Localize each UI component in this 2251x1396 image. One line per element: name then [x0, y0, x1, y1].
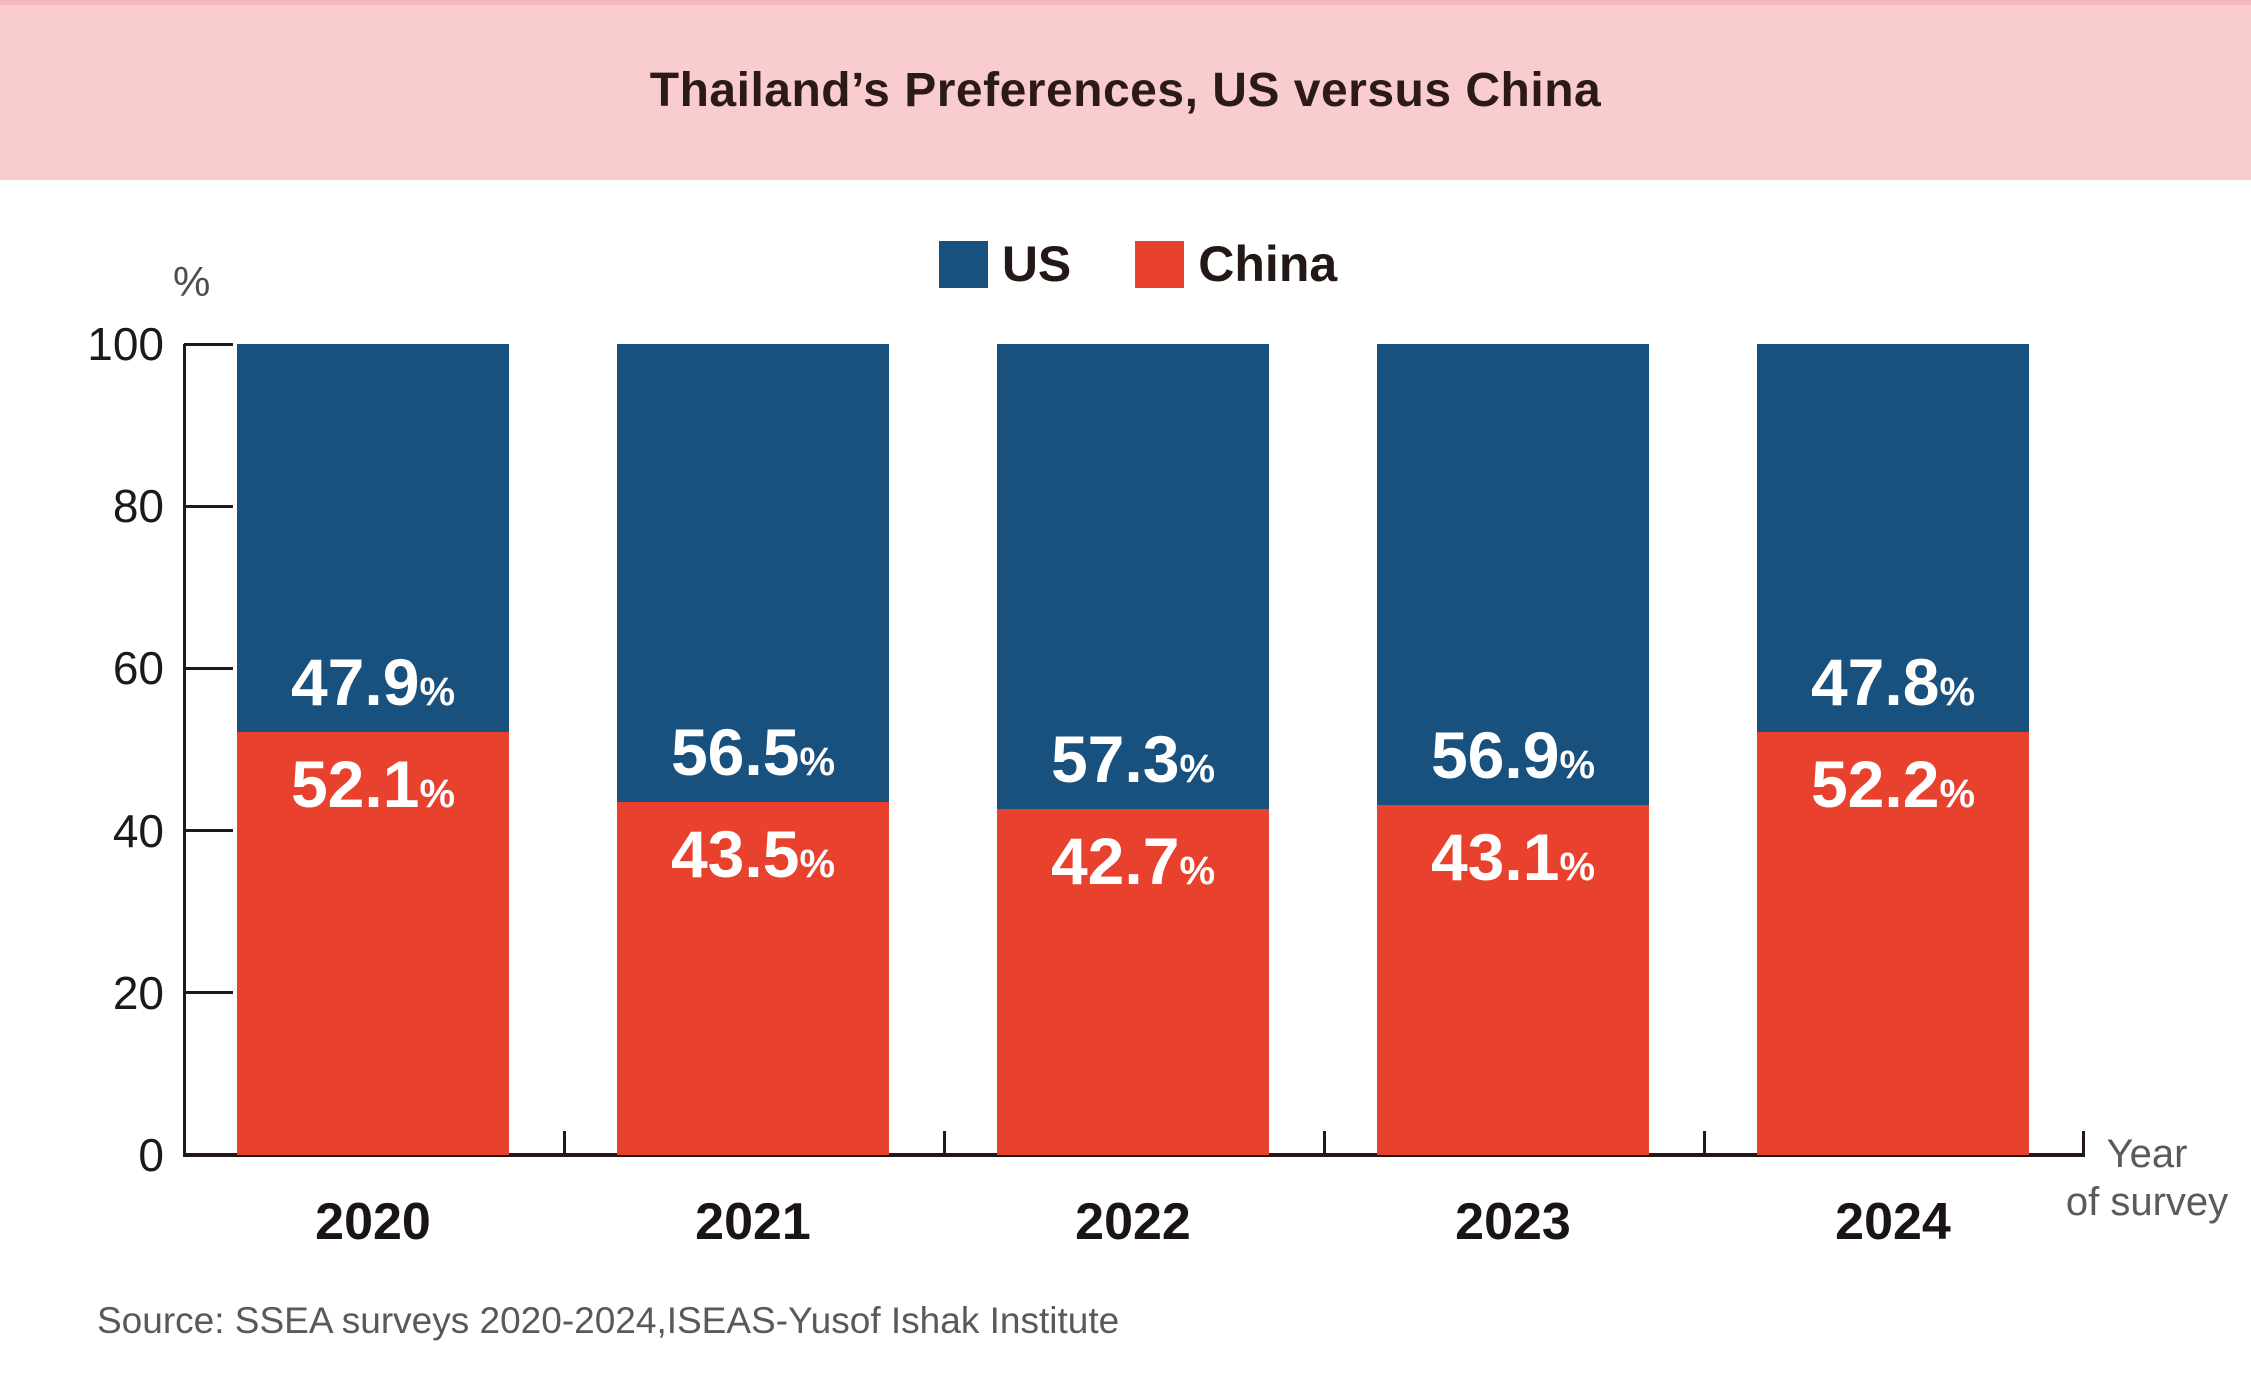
value-label-us-2023: 56.9%	[1430, 718, 1596, 793]
x-axis-line	[183, 1153, 2085, 1157]
legend-item-us: US	[938, 235, 1072, 293]
x-tick-label-2021: 2021	[695, 1193, 811, 1251]
us-legend-swatch-icon	[938, 240, 988, 288]
y-tick-mark-60	[184, 666, 233, 670]
bar-segment-us-2020	[237, 344, 509, 733]
bar-segment-china-2020	[237, 732, 509, 1155]
y-tick-label-0: 0	[138, 1129, 164, 1181]
y-axis-unit-label: %	[173, 258, 211, 305]
chart-title: Thailand’s Preferences, US versus China	[649, 63, 1602, 117]
source-note: Source: SSEA surveys 2020-2024,ISEAS-Yus…	[97, 1300, 1120, 1341]
x-axis-tick-2	[943, 1131, 946, 1155]
us-legend-label: US	[1001, 236, 1072, 292]
value-label-china-2020: 52.1%	[290, 747, 456, 822]
y-tick-label-100: 100	[87, 318, 164, 370]
bar-segment-china-2022	[997, 808, 1269, 1155]
value-label-us-2020: 47.9%	[290, 645, 456, 720]
china-legend-swatch-icon	[1135, 240, 1185, 288]
y-tick-mark-40	[184, 829, 233, 833]
x-axis-tick-3	[1323, 1131, 1326, 1155]
x-axis-title-line2: of survey	[2065, 1180, 2229, 1224]
china-legend-label: China	[1198, 236, 1338, 292]
value-label-china-2022: 42.7%	[1050, 823, 1216, 898]
title-banner: Thailand’s Preferences, US versus China	[0, 0, 2251, 180]
y-tick-label-60: 60	[112, 642, 164, 695]
value-label-china-2021: 43.5%	[670, 817, 836, 892]
y-tick-label-40: 40	[112, 804, 164, 857]
legend-item-china: China	[1135, 235, 1337, 293]
y-tick-label-20: 20	[112, 966, 164, 1019]
bar-segment-us-2022	[997, 344, 1269, 809]
y-tick-mark-100	[184, 342, 233, 346]
value-label-us-2022: 57.3%	[1050, 721, 1216, 796]
x-axis-title: Year of survey	[2042, 1130, 2251, 1226]
bar-segment-us-2021	[617, 344, 889, 803]
banner-top-edge	[0, 0, 2251, 5]
y-tick-label-80: 80	[112, 480, 164, 533]
x-tick-label-2023: 2023	[1455, 1193, 1571, 1251]
y-tick-mark-80	[184, 504, 233, 508]
value-label-us-2021: 56.5%	[670, 715, 836, 790]
x-axis-tick-4	[1703, 1131, 1706, 1155]
legend: US China	[0, 236, 2251, 292]
bar-segment-china-2024	[1757, 731, 2029, 1155]
x-axis-tick-1	[563, 1131, 566, 1155]
bar-segment-china-2023	[1377, 805, 1649, 1155]
bar-segment-china-2021	[617, 802, 889, 1155]
x-tick-label-2022: 2022	[1075, 1193, 1191, 1251]
value-label-china-2024: 52.2%	[1810, 746, 1976, 821]
bar-segment-us-2023	[1377, 344, 1649, 806]
x-tick-label-2020: 2020	[315, 1193, 431, 1251]
bar-segment-us-2024	[1757, 344, 2029, 732]
y-axis-line	[183, 344, 186, 1157]
value-label-us-2024: 47.8%	[1810, 644, 1976, 719]
x-tick-label-2024: 2024	[1835, 1193, 1951, 1251]
value-label-china-2023: 43.1%	[1430, 820, 1596, 895]
y-tick-mark-20	[184, 991, 233, 995]
x-axis-title-line1: Year	[2106, 1132, 2188, 1176]
x-axis-end-tick	[2082, 1131, 2085, 1155]
